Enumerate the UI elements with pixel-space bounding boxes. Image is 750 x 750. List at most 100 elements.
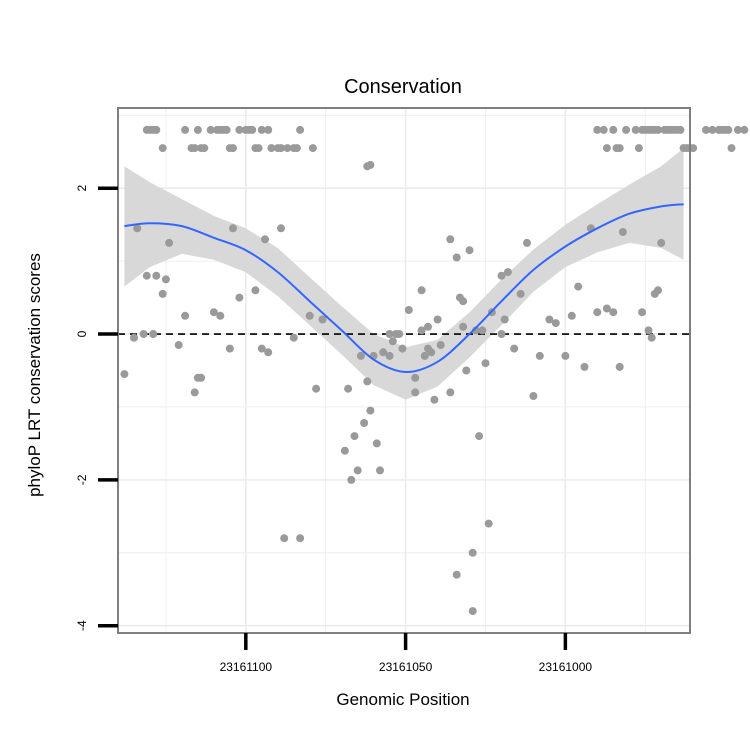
data-point bbox=[411, 388, 420, 397]
data-point bbox=[235, 125, 244, 134]
data-point bbox=[142, 271, 151, 280]
data-point bbox=[197, 373, 206, 382]
data-point bbox=[235, 293, 244, 302]
data-point bbox=[609, 125, 618, 134]
data-point bbox=[280, 534, 289, 543]
data-point bbox=[366, 406, 375, 415]
data-point bbox=[312, 384, 321, 393]
data-point bbox=[308, 144, 317, 153]
data-point bbox=[593, 308, 602, 317]
data-point bbox=[229, 224, 237, 233]
data-point bbox=[340, 446, 349, 455]
data-point bbox=[376, 466, 384, 475]
data-point bbox=[305, 311, 314, 320]
data-point bbox=[417, 286, 426, 295]
data-point bbox=[289, 333, 298, 342]
data-point bbox=[257, 125, 266, 134]
data-point bbox=[264, 348, 273, 357]
data-point bbox=[318, 315, 327, 324]
data-point bbox=[430, 395, 439, 404]
data-point bbox=[379, 348, 388, 357]
data-point bbox=[523, 238, 531, 247]
data-point bbox=[360, 419, 369, 427]
data-point bbox=[497, 271, 506, 280]
data-point bbox=[158, 289, 167, 298]
data-point bbox=[702, 125, 710, 134]
data-point bbox=[165, 238, 174, 247]
data-point bbox=[139, 330, 148, 338]
data-point bbox=[133, 224, 142, 233]
data-point bbox=[452, 253, 461, 262]
plot-panel bbox=[117, 107, 749, 634]
data-point bbox=[417, 326, 426, 335]
data-point bbox=[264, 125, 273, 134]
data-point bbox=[353, 466, 362, 475]
data-point bbox=[510, 344, 519, 353]
data-point bbox=[248, 125, 257, 134]
data-point bbox=[618, 228, 627, 236]
data-point bbox=[225, 344, 234, 353]
data-point bbox=[551, 319, 560, 328]
data-point bbox=[427, 348, 436, 357]
data-point bbox=[424, 322, 432, 331]
data-point bbox=[222, 125, 231, 134]
data-point bbox=[622, 125, 631, 134]
data-point bbox=[209, 308, 218, 317]
x-tick-label: 23161100 bbox=[220, 660, 273, 674]
data-point bbox=[433, 315, 442, 324]
data-point bbox=[257, 344, 266, 353]
data-point bbox=[395, 330, 404, 338]
data-point bbox=[689, 144, 698, 153]
data-point bbox=[193, 125, 202, 134]
data-point bbox=[420, 351, 429, 360]
data-point bbox=[465, 246, 474, 255]
data-point bbox=[404, 306, 413, 314]
data-point bbox=[708, 125, 717, 134]
data-point bbox=[206, 125, 215, 134]
data-point bbox=[574, 282, 583, 291]
data-point bbox=[347, 475, 356, 484]
data-point bbox=[561, 351, 570, 360]
data-point bbox=[634, 144, 643, 153]
data-point bbox=[593, 125, 602, 134]
data-point bbox=[344, 384, 353, 393]
smooth-trend-line bbox=[124, 203, 684, 374]
data-point bbox=[436, 341, 445, 349]
data-point bbox=[366, 160, 375, 169]
data-point bbox=[152, 271, 161, 280]
data-point bbox=[200, 144, 209, 153]
data-point bbox=[283, 144, 292, 153]
data-point bbox=[727, 144, 736, 153]
data-point bbox=[459, 297, 468, 306]
data-point bbox=[350, 432, 359, 441]
data-point bbox=[615, 144, 624, 153]
data-point bbox=[398, 344, 407, 353]
data-point bbox=[609, 308, 618, 317]
data-point bbox=[149, 330, 158, 338]
data-point bbox=[267, 144, 276, 153]
x-tick-label: 23161000 bbox=[539, 660, 593, 674]
data-point bbox=[296, 125, 305, 134]
data-point bbox=[229, 144, 237, 153]
data-point bbox=[484, 519, 493, 528]
data-point bbox=[190, 388, 199, 397]
data-point bbox=[372, 439, 381, 448]
data-point bbox=[615, 362, 624, 371]
data-point bbox=[181, 125, 190, 134]
data-point bbox=[500, 315, 509, 324]
data-point bbox=[545, 315, 554, 324]
y-tick-label: -2 bbox=[75, 474, 89, 485]
data-point bbox=[385, 330, 394, 338]
data-point bbox=[468, 607, 477, 616]
data-point bbox=[363, 377, 372, 386]
data-point bbox=[602, 144, 611, 153]
data-point bbox=[478, 326, 487, 335]
data-point bbox=[740, 125, 749, 134]
data-point bbox=[497, 330, 506, 338]
y-tick-label: 0 bbox=[75, 330, 89, 337]
y-axis: -4 -2 0 2 bbox=[75, 185, 118, 631]
data-point bbox=[644, 326, 653, 335]
data-point bbox=[292, 144, 301, 153]
data-point bbox=[631, 125, 640, 134]
